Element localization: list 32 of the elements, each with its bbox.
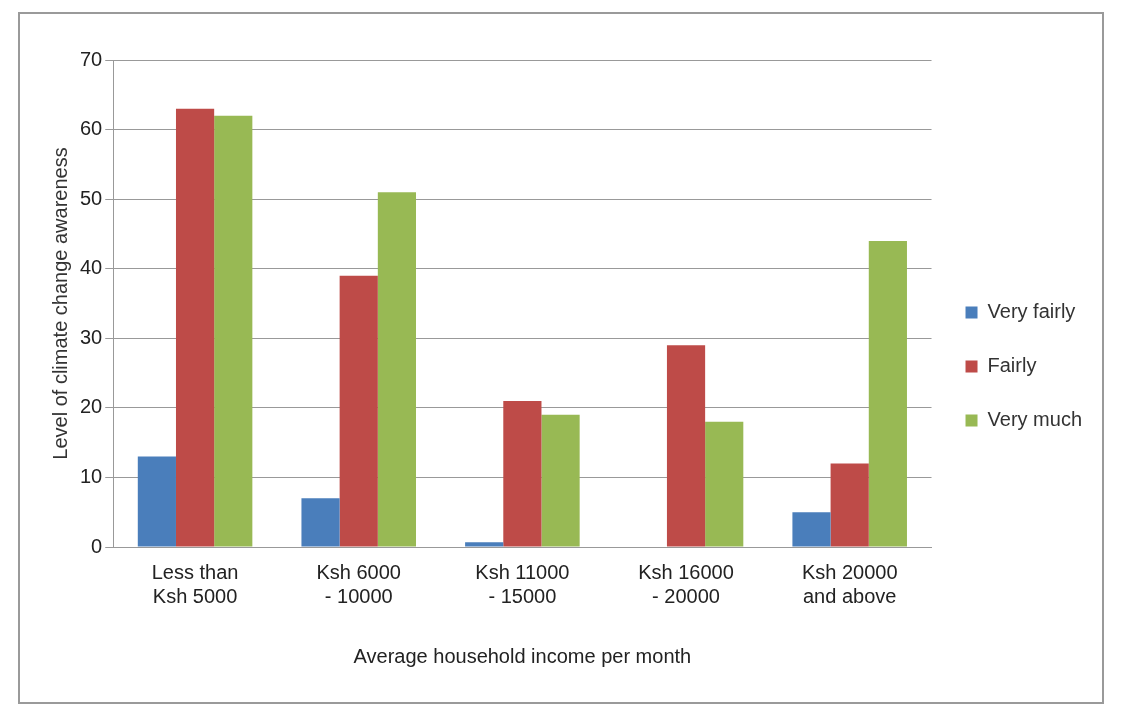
legend-label: Very much bbox=[987, 408, 1082, 431]
y-tick-label: 50 bbox=[80, 186, 103, 209]
bar bbox=[541, 414, 580, 547]
bar bbox=[868, 240, 907, 547]
y-axis-title: Level of climate change awareness bbox=[48, 147, 71, 460]
bar bbox=[377, 192, 417, 547]
bar bbox=[503, 400, 542, 547]
x-tick-label: Less than Ksh 5000 bbox=[151, 560, 239, 607]
legend-label: Very fairly bbox=[987, 300, 1076, 323]
legend-label: Fairly bbox=[987, 354, 1037, 377]
y-tick-label: 20 bbox=[80, 395, 103, 418]
y-tick-label: 40 bbox=[80, 256, 103, 279]
y-tick-label: 70 bbox=[80, 47, 103, 70]
x-axis-title: Average household income per month bbox=[353, 644, 692, 667]
bar bbox=[830, 463, 869, 547]
y-tick-label: 30 bbox=[80, 325, 103, 348]
bar bbox=[175, 108, 215, 547]
y-tick-label: 60 bbox=[80, 117, 103, 140]
bar bbox=[666, 345, 706, 547]
x-tick-label: Ksh 16000 - 20000 bbox=[638, 560, 734, 607]
bar bbox=[137, 456, 176, 547]
x-tick-label: Ksh 11000 - 15000 bbox=[475, 560, 570, 607]
x-tick-label: Ksh 6000 - 10000 bbox=[316, 560, 401, 607]
y-tick-label: 10 bbox=[80, 464, 103, 487]
bar bbox=[465, 542, 504, 547]
bar bbox=[339, 275, 378, 547]
bar bbox=[792, 512, 831, 547]
y-tick-label: 0 bbox=[91, 534, 103, 557]
bar bbox=[301, 498, 340, 547]
bar bbox=[705, 421, 744, 547]
bar bbox=[214, 115, 253, 547]
x-tick-label: Ksh 20000 and above bbox=[801, 560, 898, 607]
